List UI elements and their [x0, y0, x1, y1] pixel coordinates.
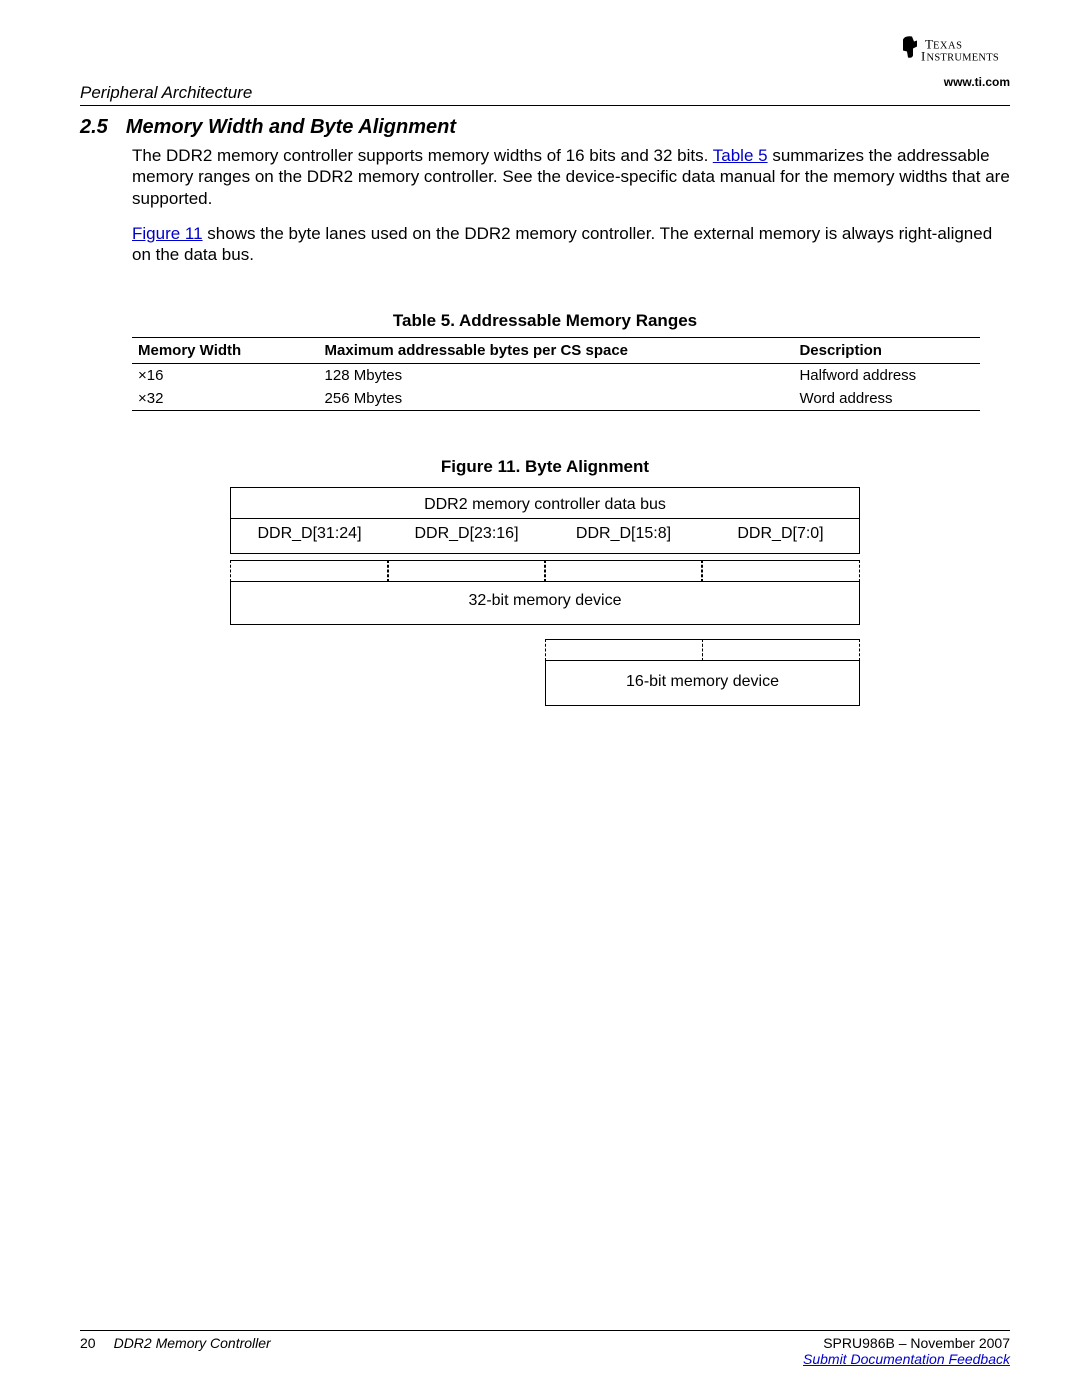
device-32-label: 32-bit memory device [230, 582, 860, 625]
byte-lanes-row: DDR_D[31:24] DDR_D[23:16] DDR_D[15:8] DD… [230, 518, 860, 554]
page-number: 20 [80, 1335, 96, 1367]
running-header: Peripheral Architecture [80, 83, 1010, 106]
cell: Halfword address [793, 364, 980, 388]
svg-text:EXAS: EXAS [933, 41, 962, 52]
device-16-label: 16-bit memory device [545, 661, 860, 706]
device-16-block: 16-bit memory device [230, 639, 860, 706]
cell: ×16 [132, 364, 319, 388]
section-title: Memory Width and Byte Alignment [126, 116, 456, 139]
svg-text:NSTRUMENTS: NSTRUMENTS [927, 53, 1000, 64]
dashed-cell [545, 639, 703, 661]
lane-31-24: DDR_D[31:24] [231, 519, 388, 553]
table5-caption: Table 5. Addressable Memory Ranges [80, 311, 1010, 331]
lane-15-8: DDR_D[15:8] [545, 519, 702, 553]
table5: Memory Width Maximum addressable bytes p… [132, 337, 980, 411]
dashed-cell [702, 639, 860, 661]
svg-text:T: T [925, 37, 933, 52]
lane-7-0: DDR_D[7:0] [702, 519, 859, 553]
logo-url[interactable]: www.ti.com [900, 75, 1010, 89]
cell: Word address [793, 387, 980, 411]
table-row: ×32 256 Mbytes Word address [132, 387, 980, 411]
svg-text:I: I [921, 49, 925, 64]
feedback-link[interactable]: Submit Documentation Feedback [803, 1351, 1010, 1367]
bus-title: DDR2 memory controller data bus [231, 488, 859, 518]
col-max-bytes: Maximum addressable bytes per CS space [319, 338, 794, 364]
cell: 128 Mbytes [319, 364, 794, 388]
table-row: ×16 128 Mbytes Halfword address [132, 364, 980, 388]
cell: ×32 [132, 387, 319, 411]
dashed-cell [701, 560, 860, 582]
bus-title-row: DDR2 memory controller data bus [230, 487, 860, 518]
figure11-diagram: DDR2 memory controller data bus DDR_D[31… [230, 487, 860, 706]
section-heading: 2.5 Memory Width and Byte Alignment [80, 116, 1010, 139]
ti-logo-block: T EXAS I NSTRUMENTS www.ti.com [900, 30, 1010, 89]
footer-doc-id: SPRU986B – November 2007 [803, 1335, 1010, 1351]
dashed-cell [387, 560, 546, 582]
dashed-cell [544, 560, 703, 582]
ti-logo-icon: T EXAS I NSTRUMENTS [900, 30, 1010, 72]
col-memory-width: Memory Width [132, 338, 319, 364]
dashed-16-row [545, 639, 860, 661]
lane-23-16: DDR_D[23:16] [388, 519, 545, 553]
dashed-32-row [230, 560, 860, 582]
section-number: 2.5 [80, 116, 108, 139]
footer-doc-title: DDR2 Memory Controller [114, 1335, 271, 1367]
cell: 256 Mbytes [319, 387, 794, 411]
p1-text-a: The DDR2 memory controller supports memo… [132, 146, 713, 165]
dashed-cell [230, 560, 389, 582]
figure11-caption: Figure 11. Byte Alignment [80, 457, 1010, 477]
paragraph-2: Figure 11 shows the byte lanes used on t… [132, 223, 1010, 266]
page-footer: 20 DDR2 Memory Controller SPRU986B – Nov… [80, 1330, 1010, 1367]
paragraph-1: The DDR2 memory controller supports memo… [132, 145, 1010, 209]
col-description: Description [793, 338, 980, 364]
page-header: T EXAS I NSTRUMENTS www.ti.com [80, 30, 1010, 89]
figure11-link[interactable]: Figure 11 [132, 224, 203, 243]
table-header-row: Memory Width Maximum addressable bytes p… [132, 338, 980, 364]
p2-text-b: shows the byte lanes used on the DDR2 me… [132, 224, 992, 264]
table5-link[interactable]: Table 5 [713, 146, 768, 165]
